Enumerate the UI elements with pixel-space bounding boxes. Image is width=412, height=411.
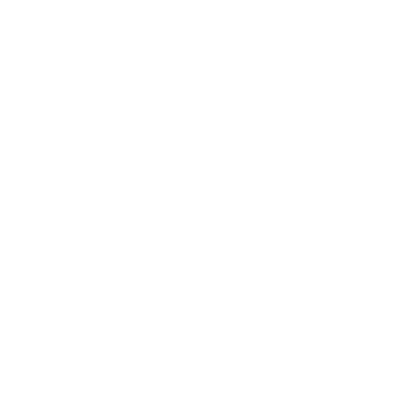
Text: d: d	[213, 388, 222, 401]
Text: c: c	[8, 388, 16, 401]
Text: a: a	[8, 183, 16, 196]
Text: b: b	[213, 183, 222, 196]
